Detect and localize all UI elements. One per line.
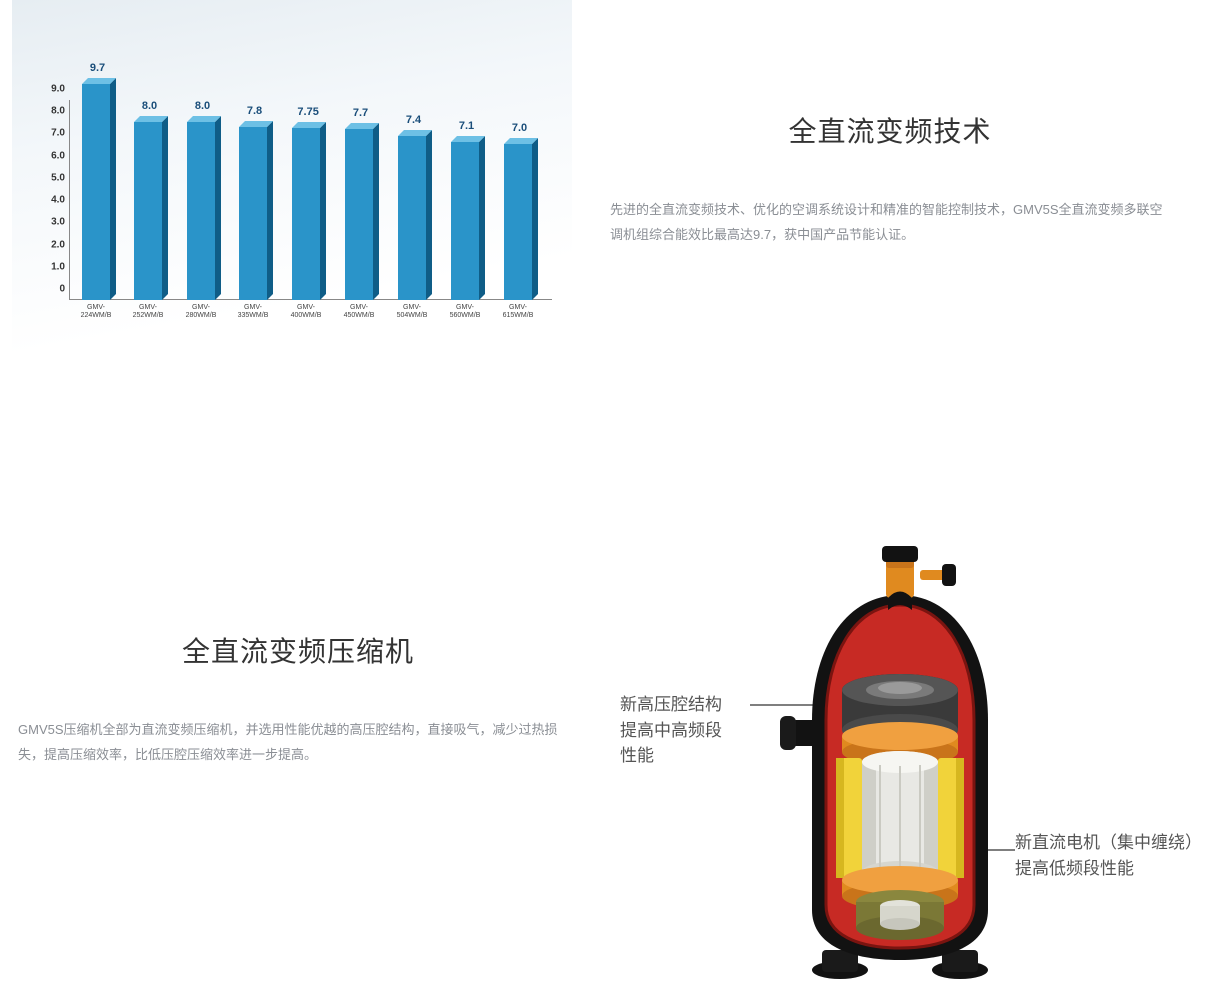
annotation-high-pressure: 新高压腔结构 提高中高频段 性能 [620,692,750,769]
bar-category-label: GMV-615WM/B [503,304,534,321]
compressor-cutaway-svg [750,540,1050,985]
bar-category-label: GMV-560WM/B [450,304,481,321]
y-tick-label: 7.0 [51,128,65,139]
bar-category-label: GMV-335WM/B [238,304,269,321]
efficiency-bar-chart: 01.02.03.04.05.06.07.08.09.0 9.7GMV-224W… [12,0,572,410]
section-1: 01.02.03.04.05.06.07.08.09.0 9.7GMV-224W… [0,0,1215,420]
y-tick-label: 6.0 [51,150,65,161]
bar-category-label: GMV-400WM/B [291,304,322,321]
bar-category-label: GMV-224WM/B [81,304,112,321]
bar-value-label: 7.7 [353,107,368,119]
section-2: 全直流变频压缩机 GMV5S压缩机全部为直流变频压缩机，并选用性能优越的高压腔结… [0,540,1215,1000]
bar-value-label: 7.1 [459,120,474,132]
y-tick-label: 9.0 [51,84,65,95]
bar-value-label: 7.75 [297,106,318,118]
bar-value-label: 8.0 [195,100,210,112]
y-tick-label: 8.0 [51,106,65,117]
y-tick-label: 5.0 [51,172,65,183]
compressor-diagram: 新高压腔结构 提高中高频段 性能 新直流电机（集中缠绕） 提高低频段性能 [620,540,1190,1000]
bars-container: 9.7GMV-224WM/B8.0GMV-252WM/B8.0GMV-280WM… [70,100,552,300]
bar-value-label: 9.7 [90,62,105,74]
bar-value-label: 7.4 [406,114,421,126]
chart-plot-area: 01.02.03.04.05.06.07.08.09.0 9.7GMV-224W… [42,100,552,330]
bar-category-label: GMV-252WM/B [133,304,164,321]
bar-category-label: GMV-450WM/B [344,304,375,321]
y-tick-label: 4.0 [51,195,65,206]
y-tick-label: 1.0 [51,261,65,272]
bar-category-label: GMV-504WM/B [397,304,428,321]
bar-value-label: 8.0 [142,100,157,112]
y-tick-label: 0 [59,284,65,295]
y-tick-label: 2.0 [51,239,65,250]
section-1-body: 先进的全直流变频技术、优化的空调系统设计和精准的智能控制技术，GMV5S全直流变… [610,198,1170,247]
section-2-text: 全直流变频压缩机 GMV5S压缩机全部为直流变频压缩机，并选用性能优越的高压腔结… [18,630,578,767]
section-2-title: 全直流变频压缩机 [18,630,578,670]
section-1-text: 全直流变频技术 先进的全直流变频技术、优化的空调系统设计和精准的智能控制技术，G… [610,110,1170,247]
bar-value-label: 7.8 [247,105,262,117]
section-1-title: 全直流变频技术 [610,110,1170,150]
annotation-line: 新高压腔结构 [620,692,750,718]
annotation-line: 提高中高频段 [620,718,750,744]
bar-category-label: GMV-280WM/B [186,304,217,321]
section-2-body: GMV5S压缩机全部为直流变频压缩机，并选用性能优越的高压腔结构，直接吸气，减少… [18,718,578,767]
y-tick-label: 3.0 [51,217,65,228]
bar-value-label: 7.0 [512,122,527,134]
annotation-line: 性能 [620,743,750,769]
y-axis: 01.02.03.04.05.06.07.08.09.0 [42,100,70,300]
